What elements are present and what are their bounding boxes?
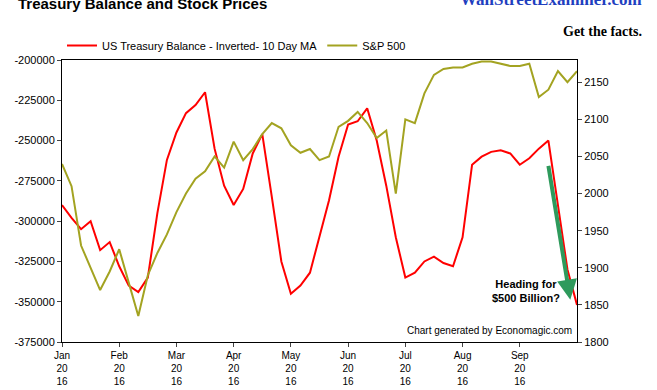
svg-text:-325000: -325000 (14, 255, 54, 267)
svg-text:Treasury Balance and Stock Pri: Treasury Balance and Stock Prices (18, 0, 267, 12)
svg-text:S&P 500: S&P 500 (362, 40, 405, 52)
svg-text:2150: 2150 (584, 76, 608, 88)
svg-text:-250000: -250000 (14, 134, 54, 146)
svg-text:-225000: -225000 (14, 94, 54, 106)
svg-text:Aug2016: Aug2016 (454, 350, 472, 387)
svg-text:1900: 1900 (584, 262, 608, 274)
svg-text:1800: 1800 (584, 336, 608, 348)
svg-text:WallStreetExaminer.com: WallStreetExaminer.com (460, 0, 642, 9)
svg-text:Heading for$500 Billion?: Heading for$500 Billion? (492, 278, 560, 304)
svg-text:2050: 2050 (584, 150, 608, 162)
svg-text:Chart generated by Economagic.: Chart generated by Economagic.com (407, 325, 572, 336)
svg-text:1950: 1950 (584, 225, 608, 237)
svg-text:Sep2016: Sep2016 (511, 350, 529, 387)
svg-text:2000: 2000 (584, 187, 608, 199)
svg-text:Feb2016: Feb2016 (111, 350, 129, 387)
svg-text:-200000: -200000 (14, 54, 54, 66)
svg-text:Apr2016: Apr2016 (226, 350, 242, 387)
svg-text:-350000: -350000 (14, 296, 54, 308)
svg-text:Mar2016: Mar2016 (168, 350, 186, 387)
svg-text:Jul2016: Jul2016 (399, 350, 412, 387)
svg-text:-300000: -300000 (14, 215, 54, 227)
svg-text:Get the facts.: Get the facts. (563, 24, 642, 39)
svg-text:US Treasury Balance - Inverted: US Treasury Balance - Inverted- 10 Day M… (102, 40, 317, 52)
svg-text:2100: 2100 (584, 113, 608, 125)
svg-text:May2016: May2016 (281, 350, 300, 387)
svg-text:Jan2016: Jan2016 (54, 350, 70, 387)
svg-text:1850: 1850 (584, 299, 608, 311)
svg-text:-375000: -375000 (14, 336, 54, 348)
svg-text:-275000: -275000 (14, 175, 54, 187)
svg-text:Jun2016: Jun2016 (340, 350, 356, 387)
